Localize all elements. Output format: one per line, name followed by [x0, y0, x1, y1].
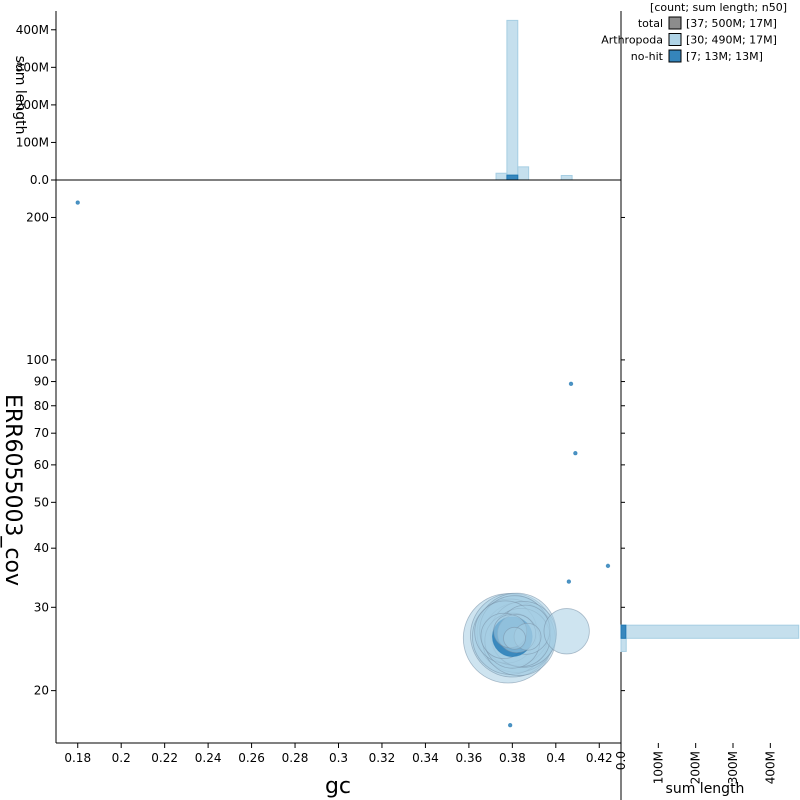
- top-histogram-y-tick-label: 400M: [16, 23, 49, 37]
- top-histogram-y-tick-label: 200M: [16, 98, 49, 112]
- scatter-point-arthropoda: [503, 626, 526, 650]
- right-histogram-x-tick-label: 300M: [726, 751, 740, 784]
- scatter-point-nohit: [566, 579, 572, 584]
- top-histogram-y-ticks: 0.0 100M 200M 300M 400M: [16, 23, 56, 187]
- top-histogram-y-tick-label: 100M: [16, 135, 49, 149]
- legend-stats-total: [37; 500M; 17M]: [686, 17, 777, 30]
- scatter-points: [75, 200, 611, 728]
- scatter-y-tick-label: 20: [34, 684, 49, 698]
- scatter-x-tick-label: 0.4: [546, 751, 565, 765]
- legend-swatch-total: [668, 16, 682, 30]
- legend-stats-nohit: [7; 13M; 13M]: [686, 50, 763, 63]
- scatter-x-ticks: 0.18 0.2 0.22 0.24 0.26 0.28 0.3 0.32 0.34 0.36 0.…: [64, 743, 613, 765]
- scatter-y-axis-label: ERR6055003_cov: [0, 394, 25, 586]
- top-histogram-panel: 0.0 100M 200M 300M 400M sum length: [12, 11, 621, 187]
- legend-label-total: total: [638, 17, 663, 30]
- scatter-point-nohit: [507, 723, 513, 728]
- scatter-x-tick-label: 0.28: [282, 751, 309, 765]
- legend-label-nohit: no-hit: [631, 50, 664, 63]
- legend-label-arthropoda: Arthropoda: [601, 34, 663, 47]
- scatter-x-tick-label: 0.22: [151, 751, 178, 765]
- scatter-x-tick-label: 0.32: [369, 751, 396, 765]
- legend-stats-arthropoda: [30; 490M; 17M]: [686, 34, 777, 47]
- right-histogram-x-ticks: 0.0 100M 200M 300M 400M: [614, 743, 777, 784]
- scatter-x-tick-label: 0.34: [412, 751, 439, 765]
- right-histogram-bar-arthropoda: [620, 637, 627, 652]
- top-histogram-y-tick-label: 0.0: [30, 173, 49, 187]
- top-histogram-bars: [495, 19, 573, 181]
- scatter-x-tick-label: 0.2: [112, 751, 131, 765]
- legend-header: [count; sum length; n50]: [650, 1, 787, 14]
- right-histogram-panel: 0.0 100M 200M 300M 400M sum length: [614, 624, 800, 797]
- right-histogram-x-tick-label: 400M: [763, 751, 777, 784]
- right-histogram-x-tick-label: 0.0: [614, 751, 628, 770]
- legend-entries: total [37; 500M; 17M] Arthropoda [30; 490M;…: [601, 16, 777, 63]
- scatter-y-tick-label: 60: [34, 458, 49, 472]
- right-histogram-x-axis-label: sum length: [666, 781, 745, 797]
- legend-swatch-arthropoda: [668, 33, 682, 46]
- scatter-x-tick-label: 0.24: [195, 751, 222, 765]
- top-histogram-bar-nohit: [506, 174, 519, 181]
- scatter-x-tick-label: 0.36: [456, 751, 483, 765]
- scatter-point-nohit: [573, 451, 578, 456]
- top-histogram-bar-arthropoda: [506, 19, 519, 181]
- scatter-x-tick-label: 0.38: [499, 751, 526, 765]
- scatter-y-tick-label: 100: [26, 353, 49, 367]
- scatter-y-tick-label: 80: [34, 399, 49, 413]
- right-histogram-bar-nohit: [620, 624, 627, 639]
- scatter-y-tick-label: 40: [34, 541, 49, 555]
- scatter-y-tick-label: 50: [34, 495, 49, 509]
- scatter-point-nohit: [568, 381, 574, 387]
- top-histogram-bar-arthropoda: [560, 174, 573, 181]
- scatter-point-nohit: [605, 563, 611, 569]
- scatter-x-axis-label: gc: [325, 774, 351, 799]
- scatter-x-tick-label: 0.42: [586, 751, 613, 765]
- scatter-y-tick-label: 30: [34, 600, 49, 614]
- top-histogram-bar-arthropoda: [495, 172, 508, 181]
- scatter-y-tick-label: 70: [34, 426, 49, 440]
- scatter-point-arthropoda: [543, 608, 590, 655]
- scatter-y-ticks: 20 30 40 50 60 70 80 90 100 200: [26, 210, 625, 698]
- top-histogram-y-axis-label: sum length: [12, 56, 28, 135]
- scatter-x-tick-label: 0.3: [329, 751, 348, 765]
- scatter-y-tick-label: 90: [34, 375, 49, 389]
- scatter-x-tick-label: 0.26: [238, 751, 265, 765]
- legend: [count; sum length; n50] total [37; 500M;…: [601, 1, 787, 63]
- right-histogram-x-tick-label: 200M: [689, 751, 703, 784]
- scatter-panel: 0.18 0.2 0.22 0.24 0.26 0.28 0.3 0.32 0.34 0.36 0.…: [0, 11, 625, 800]
- top-histogram-bar-arthropoda: [517, 166, 530, 181]
- scatter-point-nohit: [75, 200, 80, 205]
- legend-swatch-nohit: [668, 49, 682, 63]
- right-histogram-bar-arthropoda: [620, 624, 800, 639]
- top-histogram-y-tick-label: 300M: [16, 60, 49, 74]
- right-histogram-bars: [620, 624, 800, 652]
- scatter-x-tick-label: 0.18: [64, 751, 91, 765]
- scatter-y-tick-label: 200: [26, 210, 49, 224]
- right-histogram-x-tick-label: 100M: [651, 751, 665, 784]
